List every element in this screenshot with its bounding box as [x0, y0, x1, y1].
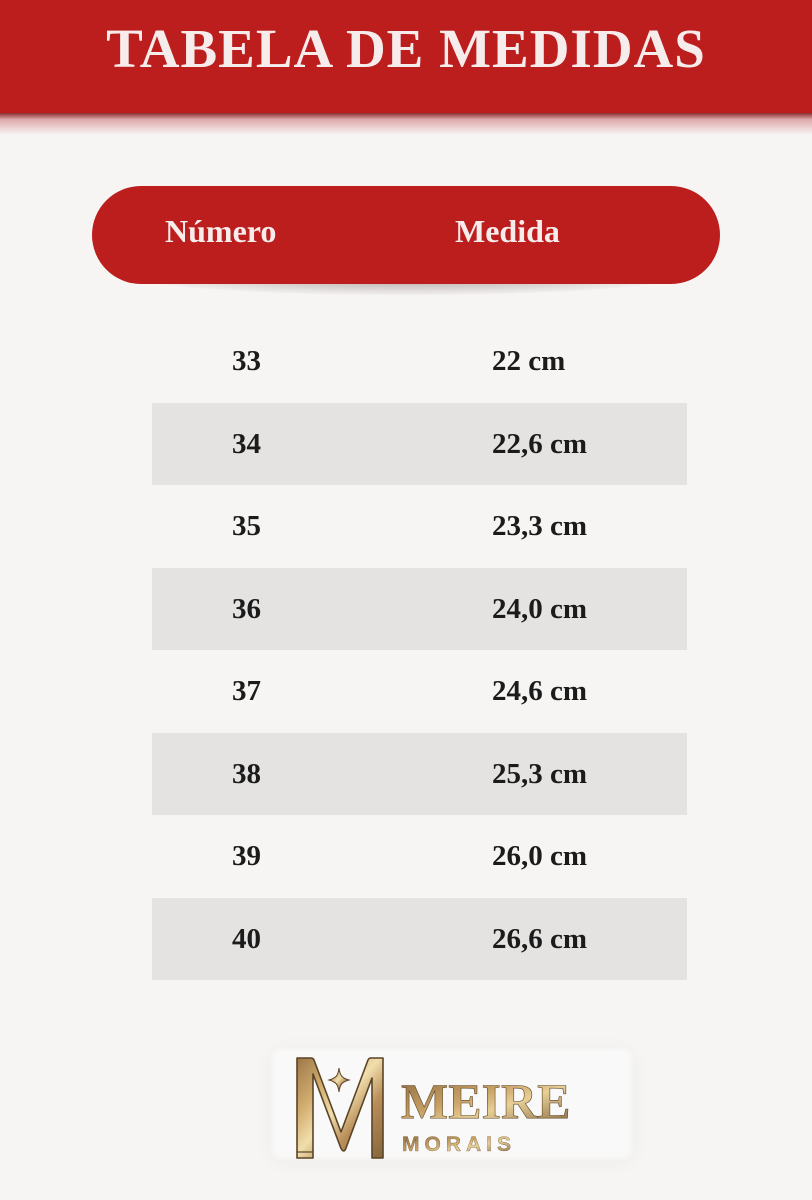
svg-text:MEIRE: MEIRE [401, 1073, 570, 1129]
svg-text:MORAIS: MORAIS [402, 1133, 516, 1156]
